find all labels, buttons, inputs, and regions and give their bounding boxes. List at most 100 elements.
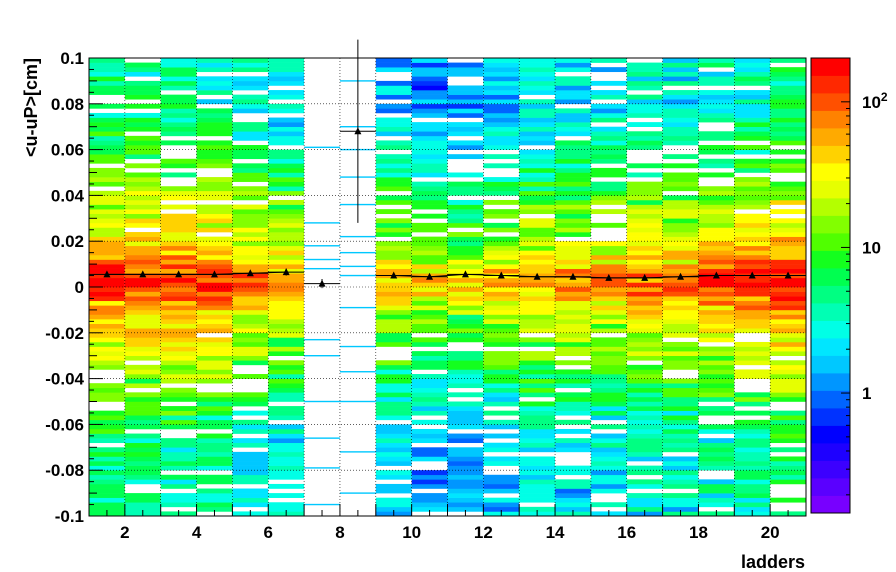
heatmap-cell bbox=[626, 135, 663, 141]
heatmap-cell bbox=[232, 241, 269, 247]
heatmap-cell bbox=[698, 497, 735, 503]
heatmap-cell bbox=[232, 461, 269, 466]
heatmap-cell bbox=[698, 456, 735, 462]
heatmap-cell bbox=[411, 456, 448, 462]
heatmap-cell bbox=[698, 305, 735, 311]
heatmap-cell bbox=[89, 474, 125, 480]
heatmap-cell bbox=[734, 236, 771, 242]
heatmap-cell bbox=[268, 300, 305, 306]
heatmap-cell bbox=[770, 85, 806, 91]
heatmap-cell bbox=[662, 250, 699, 256]
heatmap-cell bbox=[447, 456, 484, 462]
heatmap-cell bbox=[447, 383, 484, 389]
heatmap-cell bbox=[698, 213, 735, 219]
heatmap-cell bbox=[375, 80, 412, 86]
heatmap-cell bbox=[268, 172, 305, 178]
heatmap-cell bbox=[483, 447, 520, 453]
heatmap-cell bbox=[626, 145, 663, 150]
heatmap-cell bbox=[268, 58, 305, 63]
heatmap-cell bbox=[734, 296, 771, 302]
heatmap-cell bbox=[770, 351, 806, 356]
heatmap-cell bbox=[268, 259, 305, 265]
heatmap-cell bbox=[196, 493, 233, 498]
heatmap-cell bbox=[698, 337, 735, 343]
heatmap-cell bbox=[590, 241, 627, 247]
heatmap-cell bbox=[124, 346, 161, 352]
heatmap-cell bbox=[124, 199, 161, 205]
heatmap-cell bbox=[268, 117, 305, 123]
heatmap-cell bbox=[268, 108, 305, 114]
heatmap-cell bbox=[375, 461, 412, 466]
heatmap-cell bbox=[519, 58, 556, 63]
heatmap-cell bbox=[626, 227, 663, 233]
heatmap-cell bbox=[232, 493, 269, 498]
heatmap-cell bbox=[196, 177, 233, 182]
heatmap-cell bbox=[483, 291, 520, 297]
heatmap-cell bbox=[447, 199, 484, 205]
heatmap-cell bbox=[160, 62, 197, 68]
heatmap-cell bbox=[304, 146, 340, 149]
heatmap-cell bbox=[196, 112, 233, 118]
heatmap-cell bbox=[590, 158, 627, 164]
heatmap-cell bbox=[662, 277, 699, 283]
heatmap-cell bbox=[734, 305, 771, 311]
heatmap-cell bbox=[375, 85, 412, 91]
heatmap-cell bbox=[160, 387, 197, 393]
heatmap-cell bbox=[375, 254, 412, 260]
heatmap-cell bbox=[590, 410, 627, 416]
heatmap-cell bbox=[626, 415, 663, 421]
heatmap-cell bbox=[698, 117, 735, 123]
heatmap-cell bbox=[698, 346, 735, 352]
heatmap-cell bbox=[89, 493, 125, 498]
heatmap-cell bbox=[447, 465, 484, 471]
heatmap-cell bbox=[447, 172, 484, 178]
heatmap-cell bbox=[232, 62, 269, 68]
heatmap-cell bbox=[124, 506, 161, 512]
heatmap-cell bbox=[268, 94, 305, 100]
heatmap-cell bbox=[89, 264, 125, 269]
heatmap-cell bbox=[519, 71, 556, 77]
y-tick-label: -0.1 bbox=[55, 507, 84, 526]
heatmap-cell bbox=[626, 401, 663, 407]
heatmap-cell bbox=[89, 410, 125, 416]
heatmap-cell bbox=[339, 451, 376, 453]
heatmap-cell bbox=[734, 346, 771, 352]
colorbar-swatch bbox=[811, 198, 850, 216]
colorbar-swatch bbox=[811, 93, 850, 111]
heatmap-cell bbox=[447, 415, 484, 421]
heatmap-cell bbox=[196, 259, 233, 265]
heatmap-cell bbox=[698, 451, 735, 457]
heatmap-cell bbox=[662, 80, 699, 86]
heatmap-cell bbox=[555, 149, 591, 155]
heatmap-cell bbox=[89, 396, 125, 402]
heatmap-cell bbox=[268, 424, 305, 430]
heatmap-cell bbox=[268, 406, 305, 411]
heatmap-cell bbox=[483, 433, 520, 439]
heatmap-cell bbox=[519, 218, 556, 224]
heatmap-cell bbox=[734, 67, 771, 73]
heatmap-cell bbox=[555, 309, 591, 315]
heatmap-cell bbox=[268, 442, 305, 448]
heatmap-cell bbox=[662, 383, 699, 389]
heatmap-cell bbox=[734, 259, 771, 265]
heatmap-cell bbox=[555, 190, 591, 196]
heatmap-cell bbox=[662, 502, 699, 508]
heatmap-cell bbox=[770, 396, 806, 402]
heatmap-cell bbox=[698, 199, 735, 205]
heatmap-cell bbox=[770, 474, 806, 480]
heatmap-cell bbox=[662, 163, 699, 169]
heatmap-cell bbox=[411, 103, 448, 109]
heatmap-cell bbox=[698, 291, 735, 297]
heatmap-cell bbox=[483, 461, 520, 466]
heatmap-cell bbox=[232, 85, 269, 91]
heatmap-cell bbox=[375, 456, 412, 462]
heatmap-cell bbox=[590, 94, 627, 100]
heatmap-cell bbox=[196, 149, 233, 155]
heatmap-cell bbox=[89, 254, 125, 260]
heatmap-cell bbox=[196, 158, 233, 164]
heatmap-cell bbox=[447, 374, 484, 379]
heatmap-cell bbox=[483, 319, 520, 324]
heatmap-cell bbox=[662, 406, 699, 411]
heatmap-cell bbox=[268, 190, 305, 196]
heatmap-cell bbox=[411, 199, 448, 205]
